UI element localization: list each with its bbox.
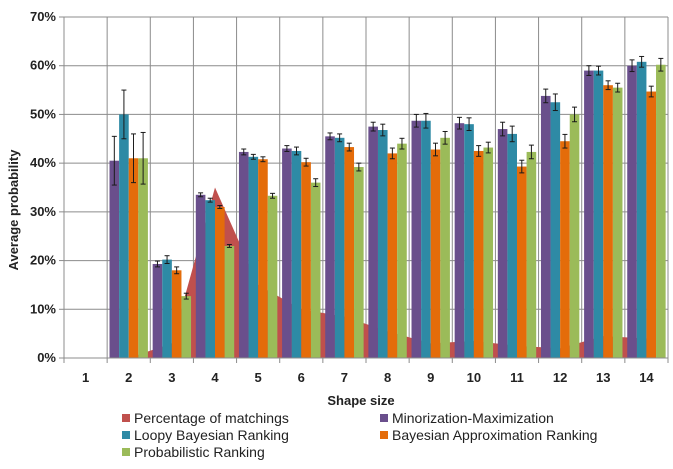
axes (59, 16, 669, 363)
bar-1 (368, 126, 378, 358)
bar-2 (464, 124, 474, 359)
bar-3 (301, 162, 311, 358)
bar-4 (224, 245, 235, 358)
bar-3 (387, 153, 398, 358)
bar-3 (560, 141, 570, 358)
bar-1 (627, 65, 637, 358)
bar-2 (334, 137, 345, 358)
legend-label: Loopy Bayesian Ranking (134, 427, 289, 443)
bar-4 (397, 143, 407, 358)
bar-1 (109, 160, 120, 358)
x-tick-label: 8 (384, 370, 391, 385)
bar-4 (138, 158, 148, 358)
bar-3 (258, 159, 268, 358)
x-tick-label: 5 (255, 370, 262, 385)
legend-swatch (122, 448, 130, 456)
bar-1 (497, 129, 508, 358)
legend-swatch (122, 414, 130, 422)
legend-label: Percentage of matchings (134, 410, 289, 426)
bar-1 (540, 95, 551, 358)
bar-2 (593, 70, 604, 358)
y-tick-label: 50% (30, 106, 56, 121)
bar-2 (248, 156, 259, 358)
legend-label: Minorization-Maximization (392, 410, 554, 426)
x-tick-label: 3 (168, 370, 175, 385)
bar-2 (507, 133, 517, 358)
bar-4 (310, 182, 321, 358)
bar-3 (344, 147, 355, 358)
y-tick-label: 10% (30, 301, 56, 316)
bar-2 (550, 102, 561, 358)
legend-label: Bayesian Approximation Ranking (392, 427, 597, 443)
bar-1 (454, 123, 465, 358)
bar-4 (354, 167, 364, 358)
x-tick-label: 9 (427, 370, 434, 385)
legend-swatch (380, 414, 388, 422)
y-tick-label: 20% (30, 253, 56, 268)
bar-4 (656, 64, 666, 359)
bar-4 (267, 195, 278, 358)
bar-2 (377, 130, 388, 358)
bar-2 (636, 61, 647, 359)
x-tick-label: 13 (596, 370, 610, 385)
bar-3 (473, 150, 484, 358)
error-bars (111, 55, 664, 300)
y-tick-label: 60% (30, 58, 56, 73)
bar-2 (205, 200, 215, 358)
legend-swatch (122, 431, 130, 439)
x-tick-label: 4 (211, 370, 219, 385)
bar-3 (215, 206, 225, 358)
bar-2 (291, 150, 302, 358)
y-axis-title: Average probability (6, 149, 21, 271)
bar-4 (181, 296, 192, 358)
bar-2 (119, 114, 129, 358)
bar-4 (483, 147, 494, 358)
bar-4 (526, 151, 537, 358)
x-axis-title: Shape size (327, 393, 394, 408)
bar-3 (646, 91, 657, 358)
bars (109, 61, 666, 359)
bar-2 (421, 120, 431, 358)
x-tick-label: 2 (125, 370, 132, 385)
x-tick-label: 1 (82, 370, 89, 385)
x-tick-label: 7 (341, 370, 348, 385)
bar-3 (171, 270, 182, 358)
bar-1 (238, 151, 249, 358)
bar-1 (325, 136, 335, 358)
gridlines (63, 16, 669, 358)
bar-2 (162, 259, 172, 358)
bar-3 (430, 149, 441, 358)
bar-1 (584, 70, 594, 358)
bar-1 (282, 148, 292, 358)
x-tick-label: 11 (510, 370, 524, 385)
y-tick-label: 40% (30, 155, 56, 170)
bar-3 (517, 166, 527, 358)
bar-3 (128, 158, 139, 358)
bar-1 (152, 263, 163, 358)
y-tick-label: 70% (30, 9, 56, 24)
y-tick-label: 30% (30, 204, 56, 219)
bar-4 (612, 87, 623, 358)
x-tick-label: 14 (639, 370, 654, 385)
legend: Percentage of matchings Minorization-Maxi… (122, 410, 597, 460)
bar-4 (569, 114, 580, 358)
y-tick-label: 0% (37, 350, 56, 365)
x-tick-label: 12 (553, 370, 567, 385)
tick-labels: 0%10%20%30%40%50%60%70%1 2 3 4 5 6 7 8 9 10 11 12 13… (30, 9, 654, 385)
bar-4 (440, 137, 450, 358)
bar-1 (195, 194, 206, 358)
bar-1 (411, 120, 422, 358)
legend-label: Probabilistic Ranking (134, 444, 265, 460)
bar-3 (603, 85, 613, 358)
x-tick-label: 6 (298, 370, 305, 385)
legend-swatch (380, 431, 388, 439)
x-tick-label: 10 (467, 370, 481, 385)
